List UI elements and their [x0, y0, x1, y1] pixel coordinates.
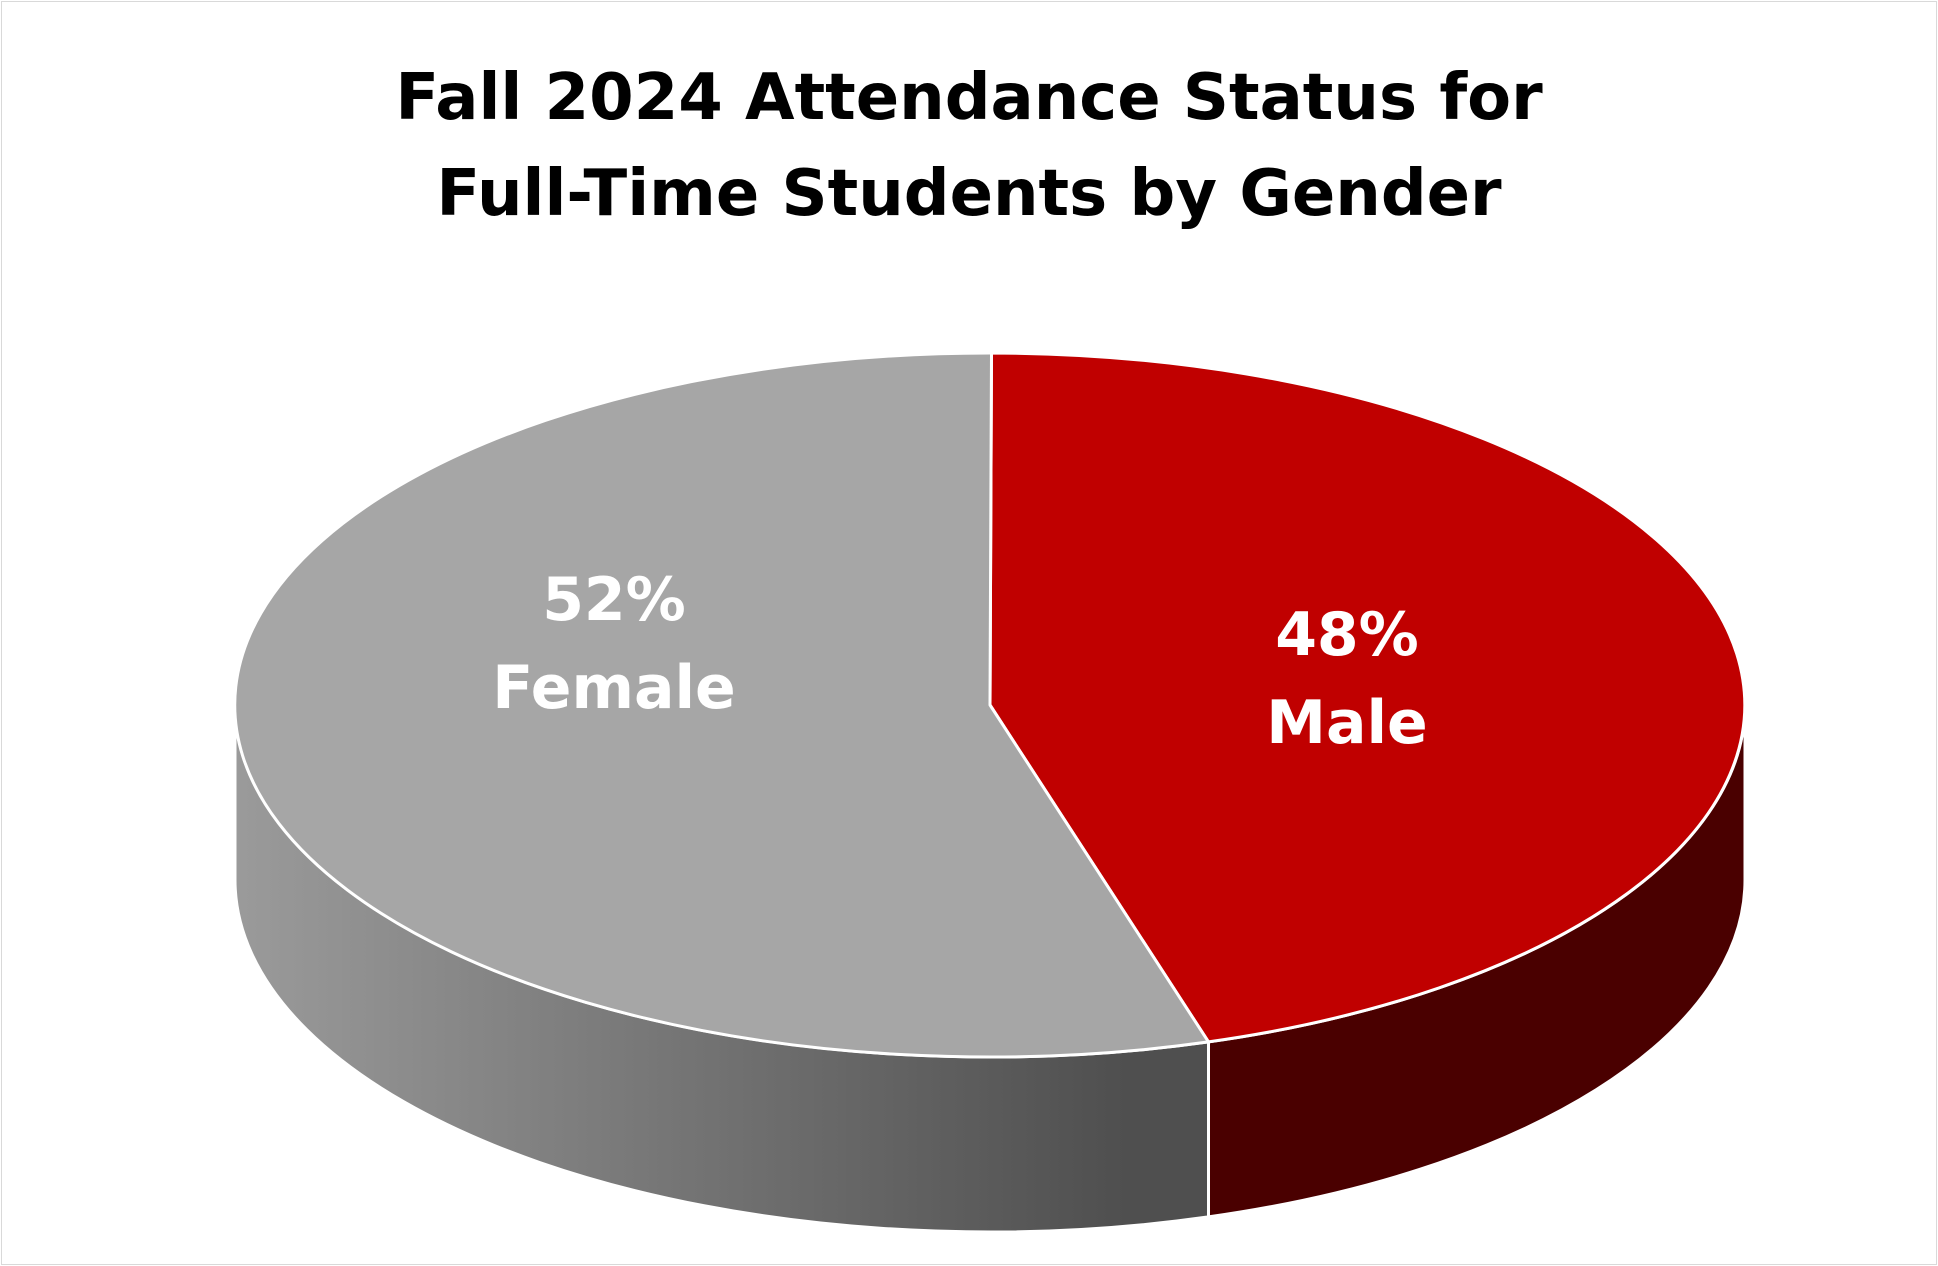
data-label-value-female: 52%: [542, 565, 686, 635]
chart-title-line-2: Full-Time Students by Gender: [436, 157, 1502, 231]
chart-title: Fall 2024 Attendance Status for Full-Tim…: [0, 50, 1938, 242]
pie-slice-male: [988, 351, 1747, 1044]
data-label-name-female: Female: [492, 653, 736, 723]
data-label-name-male: Male: [1266, 688, 1427, 758]
data-label-value-male: 48%: [1275, 600, 1419, 670]
pie-slice-female: [233, 351, 1210, 1059]
chart-title-line-1: Fall 2024 Attendance Status for: [395, 61, 1543, 135]
